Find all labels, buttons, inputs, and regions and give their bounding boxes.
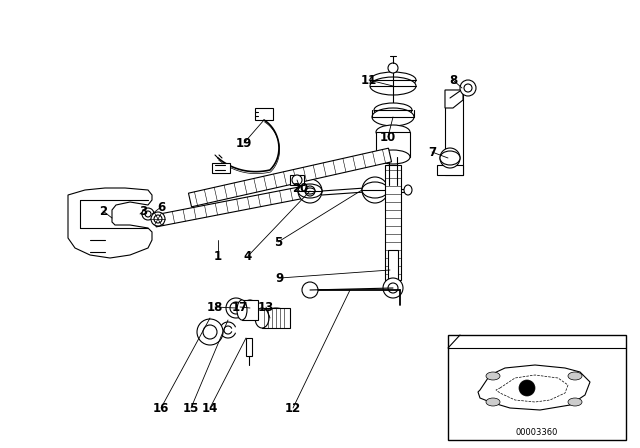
Ellipse shape [242, 300, 258, 320]
Text: 10: 10 [380, 130, 396, 143]
Circle shape [388, 283, 398, 293]
Text: 6: 6 [157, 201, 165, 214]
Bar [448, 335, 626, 440]
Text: 7: 7 [428, 146, 436, 159]
Circle shape [302, 282, 318, 298]
Circle shape [383, 278, 403, 298]
Circle shape [362, 177, 388, 203]
Text: 8: 8 [449, 73, 457, 86]
Ellipse shape [246, 304, 254, 316]
Ellipse shape [305, 188, 315, 194]
Ellipse shape [486, 372, 500, 380]
Ellipse shape [372, 108, 414, 126]
Ellipse shape [362, 182, 388, 198]
Polygon shape [188, 148, 392, 207]
Text: 12: 12 [285, 401, 301, 414]
Ellipse shape [376, 150, 410, 164]
Text: 2: 2 [99, 204, 107, 217]
Text: 16: 16 [153, 401, 169, 414]
Circle shape [151, 212, 165, 226]
Ellipse shape [568, 398, 582, 406]
Bar [388, 250, 398, 280]
Ellipse shape [376, 125, 410, 139]
Circle shape [305, 186, 315, 196]
Text: 15: 15 [183, 401, 199, 414]
Ellipse shape [486, 398, 500, 406]
Circle shape [145, 211, 151, 217]
Ellipse shape [255, 308, 269, 328]
Text: 14: 14 [202, 401, 218, 414]
Text: 4: 4 [244, 250, 252, 263]
Ellipse shape [237, 300, 247, 320]
Text: 3: 3 [139, 204, 147, 217]
Polygon shape [437, 165, 463, 175]
Text: 17: 17 [232, 301, 248, 314]
Bar [376, 132, 410, 157]
Ellipse shape [298, 184, 322, 198]
Bar [290, 175, 304, 185]
Bar [212, 163, 230, 173]
Circle shape [519, 380, 535, 396]
Circle shape [464, 84, 472, 92]
Circle shape [203, 325, 217, 339]
Circle shape [142, 208, 154, 220]
Bar [246, 338, 252, 356]
Polygon shape [154, 185, 311, 227]
Circle shape [388, 63, 398, 73]
Circle shape [154, 215, 162, 223]
Polygon shape [445, 90, 463, 108]
Ellipse shape [374, 103, 412, 117]
Polygon shape [445, 90, 463, 175]
Bar [242, 300, 258, 320]
Circle shape [298, 179, 322, 203]
Text: 11: 11 [361, 73, 377, 86]
Text: 5: 5 [274, 236, 282, 249]
Circle shape [197, 319, 223, 345]
Ellipse shape [404, 185, 412, 195]
Bar [262, 308, 290, 328]
Ellipse shape [370, 77, 416, 95]
Polygon shape [68, 188, 152, 258]
Circle shape [440, 148, 460, 168]
Text: 00003360: 00003360 [516, 427, 558, 436]
Ellipse shape [568, 372, 582, 380]
Circle shape [460, 80, 476, 96]
Ellipse shape [370, 72, 416, 88]
Ellipse shape [262, 308, 290, 328]
Text: 13: 13 [258, 301, 274, 314]
Ellipse shape [440, 151, 460, 165]
Text: 19: 19 [236, 137, 252, 150]
Circle shape [292, 175, 302, 185]
Polygon shape [478, 365, 590, 410]
Bar [385, 165, 401, 280]
Bar [255, 108, 273, 120]
Text: 18: 18 [207, 301, 223, 314]
Text: 1: 1 [214, 250, 222, 263]
Text: 20: 20 [292, 181, 308, 194]
Text: 9: 9 [276, 271, 284, 284]
